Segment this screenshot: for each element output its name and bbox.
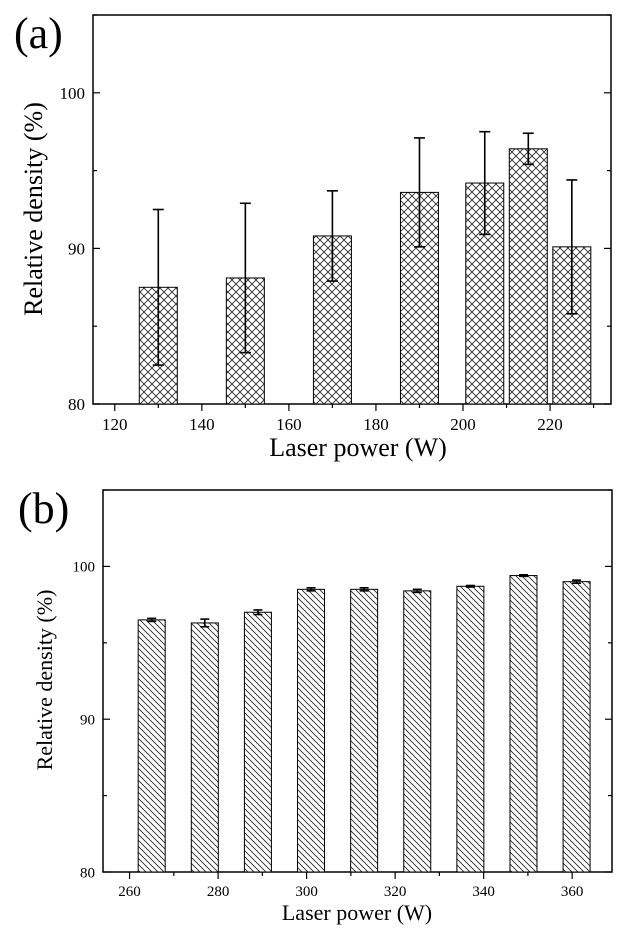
x-tick-label: 320 [384, 884, 407, 900]
y-tick-label: 80 [80, 865, 95, 881]
panel-b-xlabel: Laser power (W) [282, 900, 432, 925]
x-tick-label: 120 [102, 415, 128, 434]
y-tick-label: 100 [60, 84, 86, 103]
bar [456, 585, 485, 873]
panel-a: (a) 80 90 100 120 140 160 180 200 220 Laser powe… [14, 9, 612, 462]
error-bar [479, 130, 491, 236]
error-bar [306, 586, 316, 592]
panel-a-ylabel: Relative density (%) [19, 102, 48, 316]
bar [350, 588, 379, 873]
error-bar [465, 584, 475, 588]
error-bar [253, 609, 263, 616]
panel-a-frame [92, 14, 612, 405]
x-tick-label: 140 [189, 415, 215, 434]
y-tick-label: 100 [73, 560, 96, 576]
bar [137, 619, 166, 873]
panel-b-label: (b) [18, 484, 69, 533]
bar [508, 148, 548, 405]
panel-b-bars [137, 574, 591, 873]
panel-b: (b) 80 90 100 260 280 300 320 340 360 Laser powe… [18, 484, 613, 925]
x-tick-label: 340 [472, 884, 495, 900]
error-bar [522, 132, 534, 166]
x-tick-label: 260 [118, 884, 141, 900]
y-tick-label: 90 [80, 712, 95, 728]
error-bar [412, 588, 422, 594]
bar [562, 581, 591, 873]
panel-b-ylabel: Relative density (%) [32, 590, 57, 771]
panel-a-label: (a) [14, 9, 63, 58]
error-bar [413, 137, 425, 248]
error-bar [566, 179, 578, 315]
panel-b-ticks: 80 90 100 260 280 300 320 340 360 [73, 489, 612, 900]
error-bar [518, 574, 528, 578]
x-tick-label: 180 [363, 415, 389, 434]
bar [403, 590, 432, 873]
error-bar [572, 579, 582, 585]
panel-a-ticks: 80 90 100 120 140 160 180 200 220 [60, 14, 611, 434]
bar [190, 622, 219, 873]
error-bar [200, 618, 210, 628]
panel-a-bars [138, 130, 592, 405]
error-bar [239, 202, 251, 354]
bar [243, 611, 272, 873]
error-bar [326, 190, 338, 282]
y-tick-label: 80 [68, 395, 85, 414]
panel-a-xlabel: Laser power (W) [269, 433, 447, 462]
bar [509, 575, 538, 873]
error-bar [359, 586, 369, 592]
x-tick-label: 300 [295, 884, 318, 900]
x-tick-label: 200 [450, 415, 476, 434]
error-bar [147, 617, 157, 623]
bar [297, 588, 326, 873]
x-tick-label: 220 [537, 415, 563, 434]
error-bar [152, 208, 164, 366]
x-tick-label: 280 [207, 884, 230, 900]
x-tick-label: 360 [561, 884, 584, 900]
y-tick-label: 90 [68, 239, 85, 258]
x-tick-label: 160 [276, 415, 302, 434]
